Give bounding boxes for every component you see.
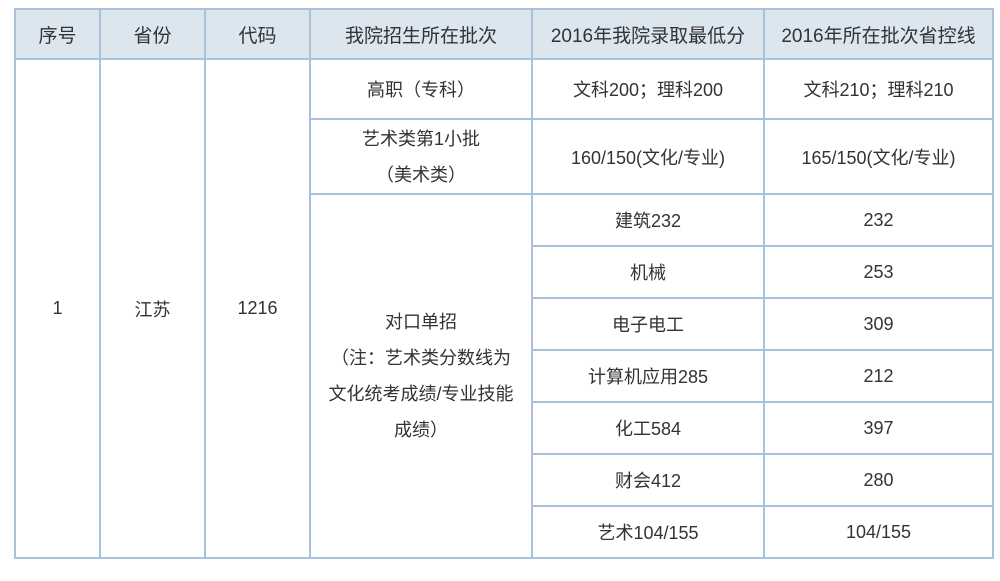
- cell-ctl-art1: 165/150(文化/专业): [764, 119, 993, 194]
- cell-min-duikou-1: 机械: [532, 246, 764, 298]
- cell-code: 1216: [205, 59, 310, 558]
- cell-batch-vocational: 高职（专科）: [310, 59, 532, 119]
- batch-art1-line1: 艺术类第1小批: [362, 129, 480, 149]
- header-row: 序号 省份 代码 我院招生所在批次 2016年我院录取最低分 2016年所在批次…: [15, 9, 993, 59]
- cell-min-duikou-2: 电子电工: [532, 298, 764, 350]
- header-min-score: 2016年我院录取最低分: [532, 9, 764, 59]
- batch-art1-line2: （美术类）: [376, 165, 466, 185]
- duikou-line4: 成绩）: [394, 420, 448, 440]
- table-row: 1 江苏 1216 高职（专科） 文科200；理科200 文科210；理科210: [15, 59, 993, 119]
- cell-batch-art1: 艺术类第1小批 （美术类）: [310, 119, 532, 194]
- cell-min-duikou-4: 化工584: [532, 402, 764, 454]
- cell-province: 江苏: [100, 59, 205, 558]
- cell-seq: 1: [15, 59, 100, 558]
- cell-ctl-duikou-1: 253: [764, 246, 993, 298]
- duikou-line1: 对口单招: [385, 312, 457, 332]
- cell-ctl-duikou-0: 232: [764, 194, 993, 246]
- cell-ctl-duikou-2: 309: [764, 298, 993, 350]
- duikou-line2: （注：艺术类分数线为: [331, 348, 511, 368]
- cell-batch-duikou: 对口单招 （注：艺术类分数线为 文化统考成绩/专业技能 成绩）: [310, 194, 532, 558]
- header-code: 代码: [205, 9, 310, 59]
- cell-min-duikou-3: 计算机应用285: [532, 350, 764, 402]
- cell-min-art1: 160/150(文化/专业): [532, 119, 764, 194]
- cell-min-duikou-5: 财会412: [532, 454, 764, 506]
- cell-min-duikou-0: 建筑232: [532, 194, 764, 246]
- header-ctl-line: 2016年所在批次省控线: [764, 9, 993, 59]
- cell-min-vocational: 文科200；理科200: [532, 59, 764, 119]
- cell-ctl-duikou-6: 104/155: [764, 506, 993, 558]
- header-batch: 我院招生所在批次: [310, 9, 532, 59]
- cell-min-duikou-6: 艺术104/155: [532, 506, 764, 558]
- header-province: 省份: [100, 9, 205, 59]
- duikou-line3: 文化统考成绩/专业技能: [329, 384, 514, 404]
- cell-ctl-duikou-5: 280: [764, 454, 993, 506]
- cell-ctl-vocational: 文科210；理科210: [764, 59, 993, 119]
- admission-table: 序号 省份 代码 我院招生所在批次 2016年我院录取最低分 2016年所在批次…: [14, 8, 994, 559]
- header-seq: 序号: [15, 9, 100, 59]
- cell-ctl-duikou-3: 212: [764, 350, 993, 402]
- cell-ctl-duikou-4: 397: [764, 402, 993, 454]
